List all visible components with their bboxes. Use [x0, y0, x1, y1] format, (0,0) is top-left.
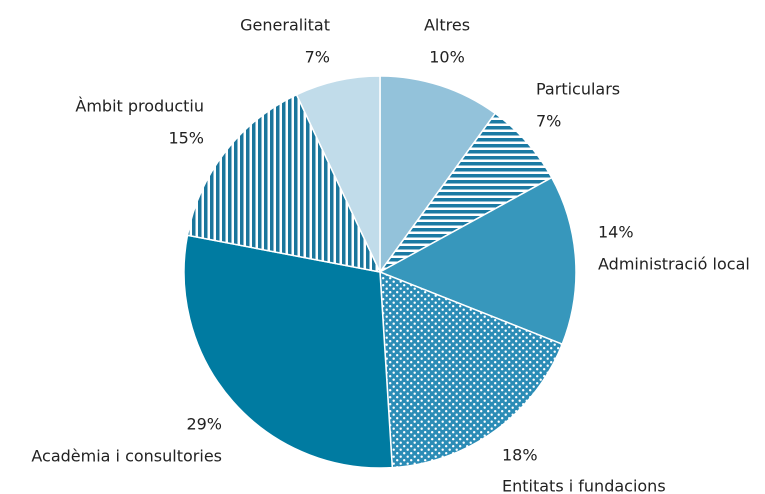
slice-label: Generalitat [240, 16, 330, 35]
value-label: 7% [536, 112, 561, 131]
value-label: 29% [186, 415, 222, 434]
slice-label: Acadèmia i consultories [31, 447, 222, 466]
value-label: 14% [598, 223, 634, 242]
pie-slice [379, 270, 564, 469]
slice-label: Àmbit productiu [75, 97, 204, 116]
slice-label: Entitats i fundacions [502, 477, 666, 494]
value-label: 10% [429, 48, 465, 67]
value-label: 15% [168, 129, 204, 148]
slice-label: Altres [424, 16, 470, 35]
pie-slice [379, 75, 497, 275]
value-label: 18% [502, 446, 538, 465]
pie-slice [186, 93, 382, 274]
slice-label: Particulars [536, 80, 620, 99]
pie-slice [378, 176, 577, 346]
pie-slice [295, 75, 381, 273]
value-label: 7% [305, 48, 330, 67]
pie-slice [183, 234, 394, 469]
slice-label: Administració local [598, 255, 750, 274]
